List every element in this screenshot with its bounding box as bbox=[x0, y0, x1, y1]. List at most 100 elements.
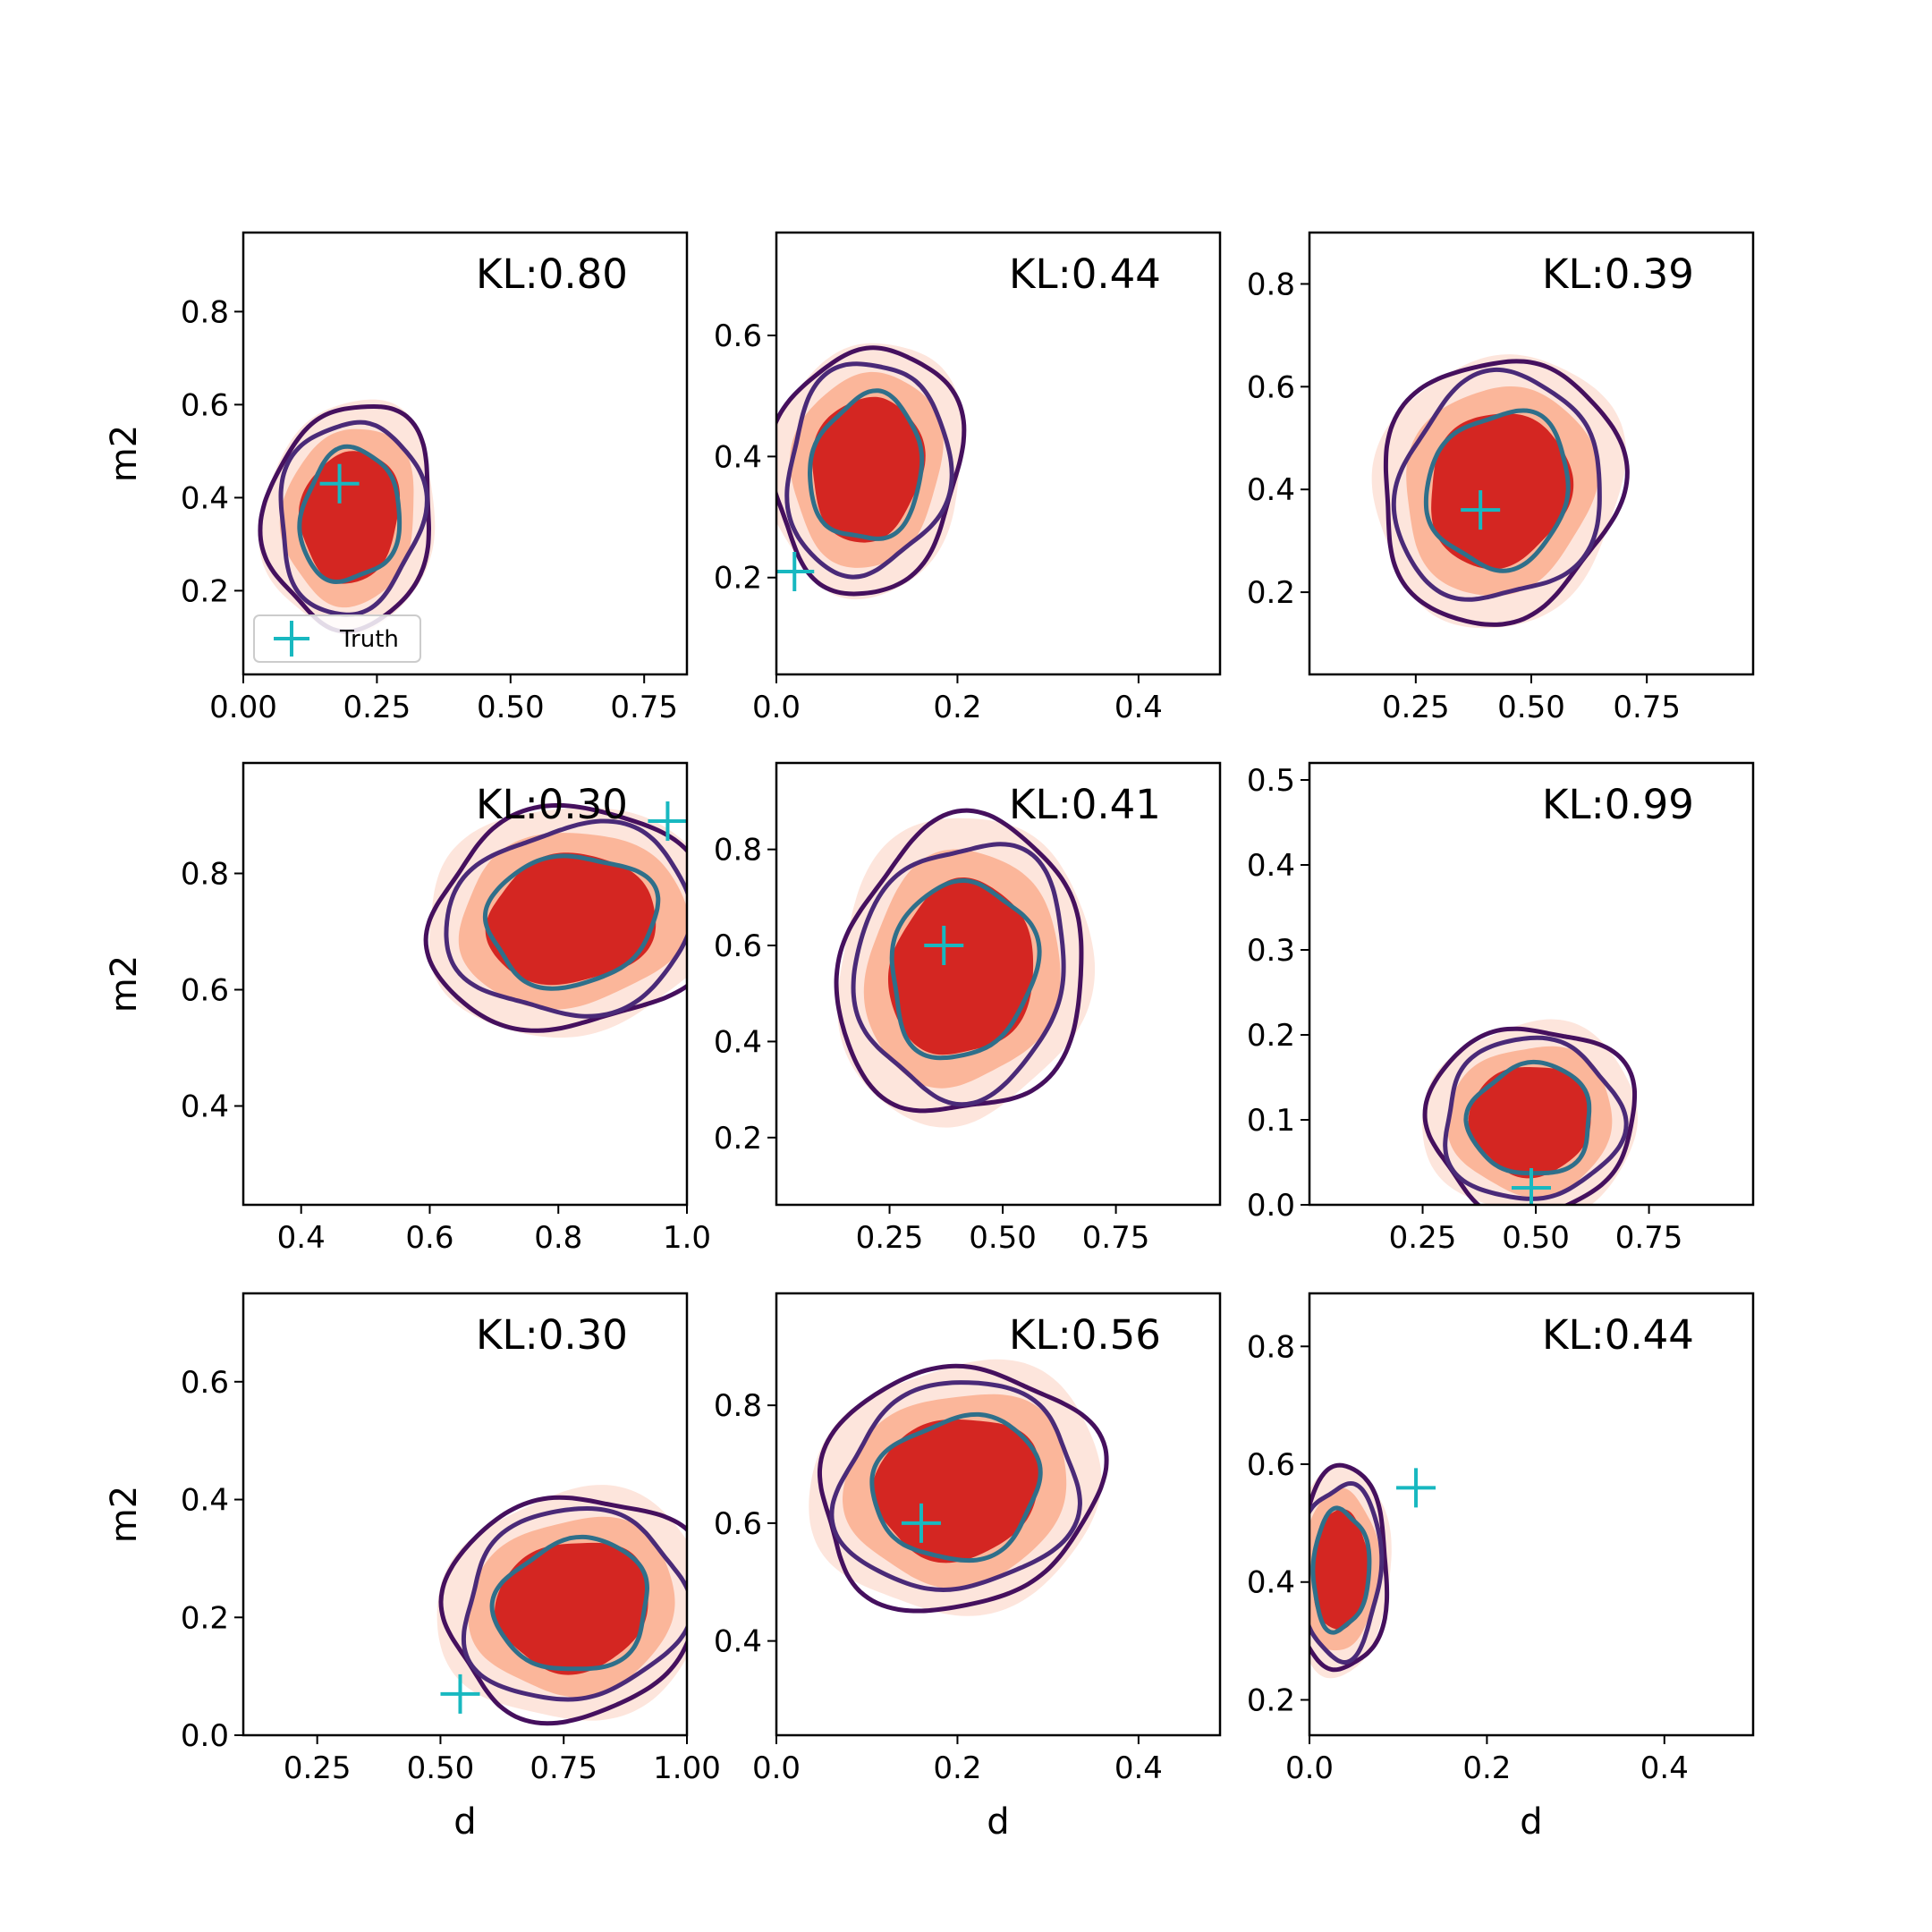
panel-1-y-axis-label: m2 bbox=[104, 425, 145, 482]
panel-2-contour-mid bbox=[784, 361, 954, 580]
panel-1-contour-inner bbox=[297, 444, 402, 585]
panel-6-ytick-label: 0.0 bbox=[1247, 1188, 1295, 1224]
panel-8-contour-outer bbox=[817, 1363, 1109, 1614]
panel-8-plot-area bbox=[809, 1359, 1109, 1616]
panel-2-ytick-label: 0.4 bbox=[714, 439, 762, 475]
panel-3-ytick-label: 0.8 bbox=[1247, 267, 1295, 302]
panel-8-kl-label: KL:0.56 bbox=[1009, 1311, 1161, 1359]
panel-9-ytick-label: 0.6 bbox=[1247, 1447, 1295, 1483]
panel-1-truth-marker bbox=[319, 463, 360, 504]
panel-6-ytick-label: 0.3 bbox=[1247, 933, 1295, 969]
panel-3-contour-mid bbox=[1391, 367, 1602, 602]
panel-9-contour-mid bbox=[1309, 1481, 1385, 1665]
panel-3-contour-outer bbox=[1383, 359, 1630, 627]
panel-8-density-fill-inner bbox=[872, 1419, 1040, 1563]
panel-3-density-fill-inner bbox=[1431, 413, 1574, 570]
panel-5-contour-mid bbox=[851, 842, 1066, 1107]
panel-4-contour-mid bbox=[444, 818, 687, 1019]
panel-5-contour-inner bbox=[889, 878, 1042, 1061]
panel-8-contour-inner bbox=[869, 1411, 1043, 1563]
panel-7-xtick-label: 0.75 bbox=[530, 1750, 597, 1786]
panel-7-xtick-label: 0.25 bbox=[284, 1750, 352, 1786]
panel-5-ytick-label: 0.8 bbox=[714, 833, 762, 869]
panel-6-xtick-label: 0.50 bbox=[1502, 1220, 1570, 1256]
panel-3-xtick-label: 0.75 bbox=[1613, 690, 1681, 725]
panel-5-ytick-label: 0.4 bbox=[714, 1024, 762, 1060]
panel-4-y-axis-label: m2 bbox=[104, 955, 145, 1013]
panel-6-kl-label: KL:0.99 bbox=[1542, 781, 1694, 828]
panel-7-xtick-label: 0.50 bbox=[407, 1750, 475, 1786]
panel-9-x-axis-label: d bbox=[1520, 1801, 1542, 1843]
panel-4-axes-frame bbox=[242, 761, 689, 1207]
panel-3-xtick-label: 0.25 bbox=[1382, 690, 1450, 725]
panel-3-kl-label: KL:0.39 bbox=[1542, 250, 1694, 298]
panel-4-xtick-label: 0.4 bbox=[277, 1220, 326, 1256]
panel-6-ytick-label: 0.2 bbox=[1247, 1018, 1295, 1054]
panel-5-ytick-label: 0.6 bbox=[714, 928, 762, 964]
panel-6-plot-area bbox=[1422, 1019, 1639, 1205]
panel-9-plot-area bbox=[1309, 1462, 1436, 1679]
panel-3-contour-inner bbox=[1423, 408, 1571, 573]
panel-2-axes-frame bbox=[775, 231, 1222, 676]
panel-2-density-fill-inner bbox=[812, 396, 926, 543]
panel-8-truth-marker bbox=[901, 1503, 941, 1543]
panel-5-axes-frame bbox=[775, 761, 1222, 1207]
panel-8-ytick-label: 0.8 bbox=[714, 1388, 762, 1424]
panel-3: 0.25 0.50 0.75 0.2 0.4 0.6 0.8 KL:0.39 bbox=[1247, 231, 1755, 725]
panel-4-truth-marker bbox=[648, 801, 687, 841]
panel-9-density-fill-inner bbox=[1313, 1509, 1370, 1631]
panel-7-xtick-label: 1.00 bbox=[653, 1750, 721, 1786]
panel-1: 0.00 0.25 0.50 0.75 0.2 0.4 0.6 0.8 KL:0.80 m2 Tru… bbox=[104, 231, 689, 725]
panel-4-xtick-label: 0.8 bbox=[534, 1220, 582, 1256]
panel-4-kl-label: KL:0.30 bbox=[476, 781, 628, 828]
panel-1-contour-outer bbox=[258, 403, 432, 634]
panel-6-xtick-label: 0.75 bbox=[1615, 1220, 1683, 1256]
panel-5-plot-area bbox=[834, 808, 1096, 1128]
panel-7-ytick-label: 0.6 bbox=[181, 1365, 229, 1401]
panel-2-ytick-label: 0.2 bbox=[714, 561, 762, 597]
legend-box bbox=[253, 614, 421, 663]
panel-3-ytick-label: 0.2 bbox=[1247, 575, 1295, 611]
panel-3-truth-marker bbox=[1461, 490, 1501, 530]
panel-9-truth-marker bbox=[1396, 1468, 1436, 1508]
panel-3-xtick-label: 0.50 bbox=[1497, 690, 1565, 725]
panel-2-contour-inner bbox=[807, 388, 925, 541]
panel-5-contour-outer bbox=[834, 808, 1084, 1114]
panel-9-ytick-label: 0.2 bbox=[1247, 1682, 1295, 1718]
panel-1-contour-mid bbox=[278, 419, 429, 617]
panel-7-kl-label: KL:0.30 bbox=[476, 1311, 628, 1359]
panel-9-contour-outer bbox=[1309, 1462, 1390, 1673]
panel-7-ytick-label: 0.4 bbox=[181, 1483, 229, 1519]
panel-8-xtick-label: 0.0 bbox=[752, 1750, 801, 1786]
panel-3-ytick-label: 0.4 bbox=[1247, 472, 1295, 508]
panel-2-kl-label: KL:0.44 bbox=[1009, 250, 1161, 298]
panel-1-ytick-label: 0.8 bbox=[181, 294, 229, 330]
panel-9-xtick-label: 0.2 bbox=[1462, 1750, 1511, 1786]
panel-7: 0.25 0.50 0.75 1.00 0.0 0.2 0.4 0.6 KL:0.30 d m2 bbox=[104, 1292, 721, 1843]
panel-6-axes-frame bbox=[1308, 761, 1755, 1207]
panel-9-ytick-label: 0.8 bbox=[1247, 1329, 1295, 1365]
panel-4-ytick-label: 0.8 bbox=[181, 857, 229, 893]
panel-3-ytick-label: 0.6 bbox=[1247, 369, 1295, 405]
panel-6-ytick-label: 0.1 bbox=[1247, 1103, 1295, 1139]
panel-4-xtick-label: 0.6 bbox=[405, 1220, 453, 1256]
panel-2-plot-area bbox=[776, 343, 967, 600]
panel-7-contour-inner bbox=[489, 1534, 650, 1672]
panel-4-contour-outer bbox=[423, 802, 687, 1033]
panel-2-xtick-label: 0.0 bbox=[752, 690, 801, 725]
panel-8-ytick-label: 0.4 bbox=[714, 1624, 762, 1660]
panel-2-ytick-label: 0.6 bbox=[714, 318, 762, 354]
panel-4-xtick-label: 1.0 bbox=[663, 1220, 711, 1256]
panel-6: 0.25 0.50 0.75 0.0 0.1 0.2 0.3 0.4 0.5 KL:0.99 bbox=[1247, 761, 1755, 1256]
panel-2-contour-outer bbox=[776, 345, 967, 597]
panel-6-contour-outer bbox=[1422, 1026, 1638, 1205]
panel-7-axes-frame bbox=[242, 1292, 689, 1737]
legend-label: Truth bbox=[339, 626, 399, 653]
panel-5-ytick-label: 0.2 bbox=[714, 1121, 762, 1157]
panel-9-contour-inner bbox=[1310, 1505, 1372, 1635]
panel-8-axes-frame bbox=[775, 1292, 1222, 1737]
panel-5-xtick-label: 0.25 bbox=[856, 1220, 924, 1256]
panel-1-xtick-label: 0.25 bbox=[343, 690, 411, 725]
panel-2-truth-marker bbox=[776, 551, 815, 591]
